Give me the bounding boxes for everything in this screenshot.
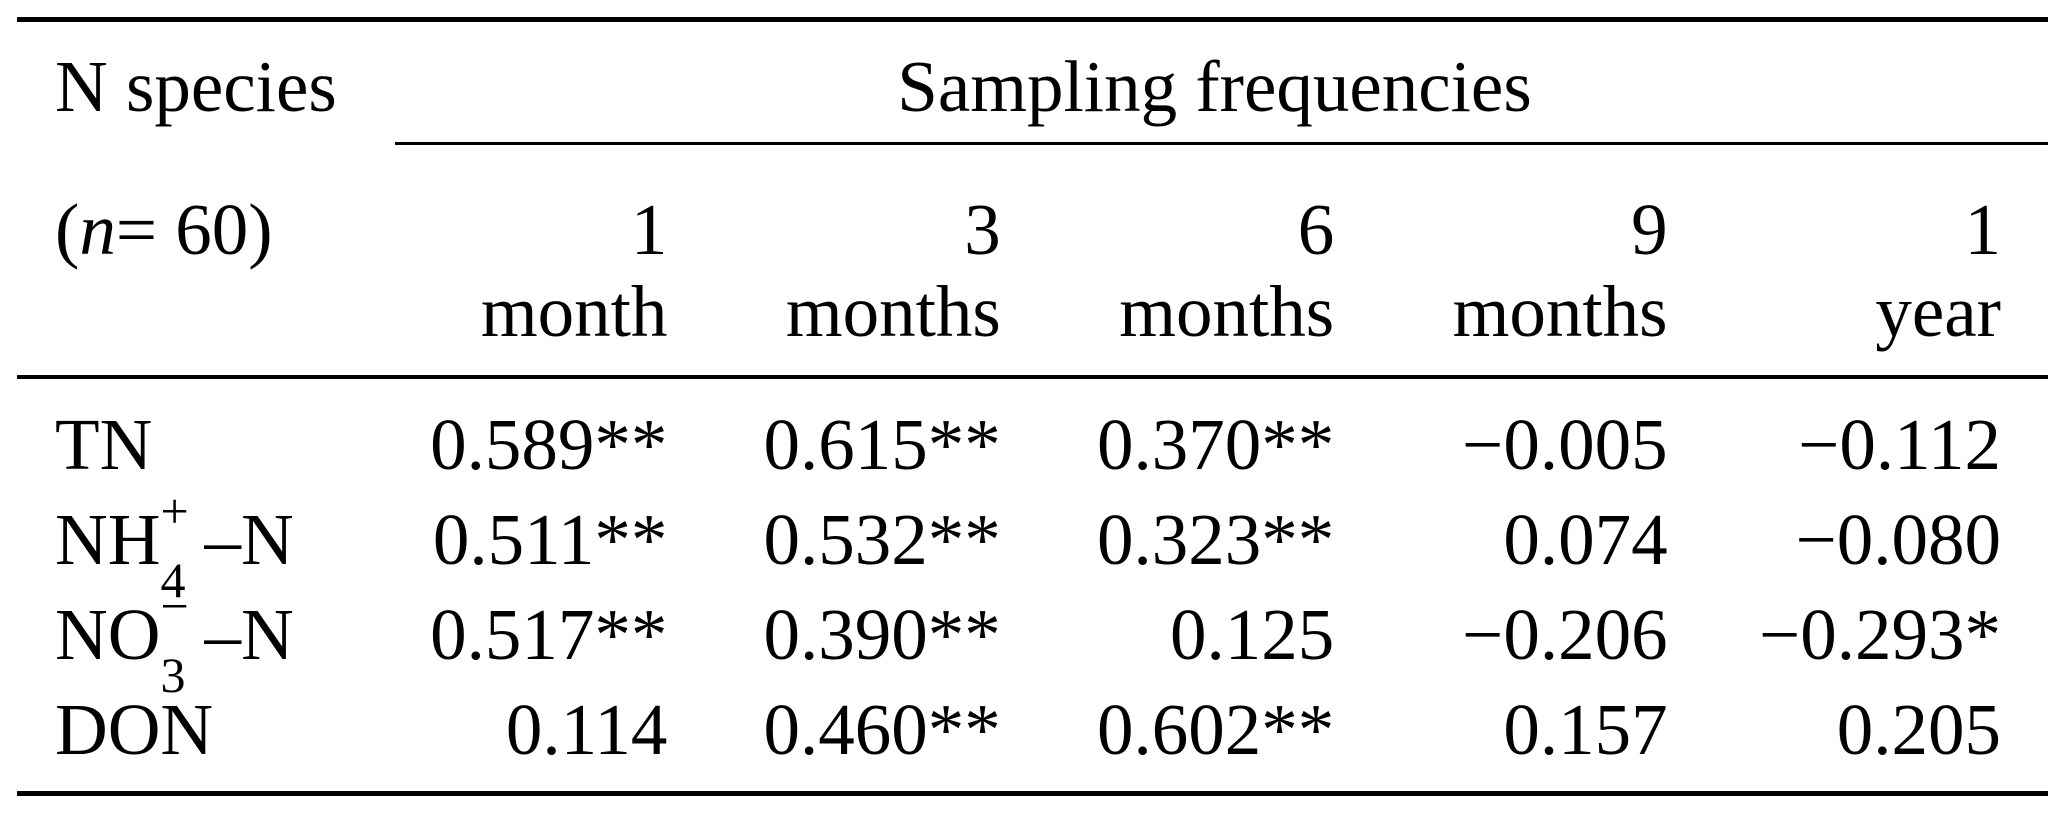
species-cell-tn: TN: [17, 378, 381, 481]
value-no3-1month: 0.517**: [430, 594, 668, 675]
value-don-6months: 0.602**: [1096, 689, 1335, 770]
stub-header-line1: N species: [17, 17, 381, 143]
stub-header-text: N species: [55, 46, 337, 127]
value-tn-1year: −0.112: [1798, 404, 2001, 485]
species-cell-no3: NO −3 –N: [17, 568, 381, 700]
group-header: Sampling frequencies: [381, 17, 2048, 143]
species-suffix: –N: [204, 594, 294, 675]
value-nh4-6months: 0.323**: [1096, 499, 1335, 580]
species-cell-nh4: NH +4 –N: [17, 473, 381, 605]
correlation-table: N species Sampling frequencies (n = 60) …: [17, 17, 2048, 790]
superscript-minus: −: [160, 578, 189, 634]
value-no3-1year: −0.293*: [1759, 594, 2001, 675]
species-label: TN: [55, 404, 153, 485]
value-tn-9months: −0.005: [1462, 404, 1668, 485]
group-header-rule: [395, 142, 2048, 145]
value-don-1month: 0.114: [505, 689, 668, 770]
stub-header-line2: (n = 60): [17, 143, 381, 266]
subscript-three: 3: [160, 647, 186, 703]
header-body-rule: [17, 375, 2048, 379]
species-cell-don: DON: [17, 663, 381, 790]
species-label: NH: [55, 499, 161, 580]
species-label: NO: [55, 594, 161, 675]
col-header-unit-1month: month: [480, 271, 668, 352]
value-no3-9months: −0.206: [1462, 594, 1668, 675]
table-top-rule: [17, 17, 2048, 22]
stub-spacer: [17, 261, 381, 378]
value-nh4-1year: −0.080: [1795, 499, 2001, 580]
col-header-num-1year: 1: [1964, 189, 2001, 270]
species-label: DON: [55, 689, 214, 770]
col-header-num-6months: 6: [1297, 189, 1335, 270]
sub-sup-stack: −3: [160, 581, 204, 700]
paren-open: (: [55, 189, 80, 270]
col-header-unit-1year: year: [1875, 271, 2001, 352]
value-nh4-3months: 0.532**: [763, 499, 1001, 580]
col-header-num-9months: 9: [1631, 189, 1668, 270]
n-variable: n: [79, 189, 116, 270]
col-header-unit-6months: months: [1119, 271, 1335, 352]
sub-sup-stack: +4: [160, 486, 204, 605]
superscript-plus: +: [160, 483, 189, 539]
subscript-four: 4: [160, 552, 186, 608]
value-nh4-1month: 0.511**: [432, 499, 668, 580]
table-bottom-rule: [17, 791, 2048, 796]
col-header-num-1month: 1: [630, 189, 668, 270]
value-tn-6months: 0.370**: [1096, 404, 1335, 485]
value-don-1year: 0.205: [1836, 689, 2001, 770]
value-no3-6months: 0.125: [1169, 594, 1335, 675]
value-tn-3months: 0.615**: [763, 404, 1001, 485]
value-don-9months: 0.157: [1503, 689, 1668, 770]
col-header-unit-9months: months: [1452, 271, 1668, 352]
col-header-num-3months: 3: [964, 189, 1001, 270]
value-nh4-9months: 0.074: [1503, 499, 1668, 580]
n-value: = 60): [115, 189, 273, 270]
value-don-3months: 0.460**: [763, 689, 1001, 770]
value-tn-1month: 0.589**: [430, 404, 668, 485]
group-header-text: Sampling frequencies: [897, 46, 1532, 127]
species-suffix: –N: [204, 499, 294, 580]
col-header-unit-3months: months: [785, 271, 1001, 352]
value-no3-3months: 0.390**: [763, 594, 1001, 675]
